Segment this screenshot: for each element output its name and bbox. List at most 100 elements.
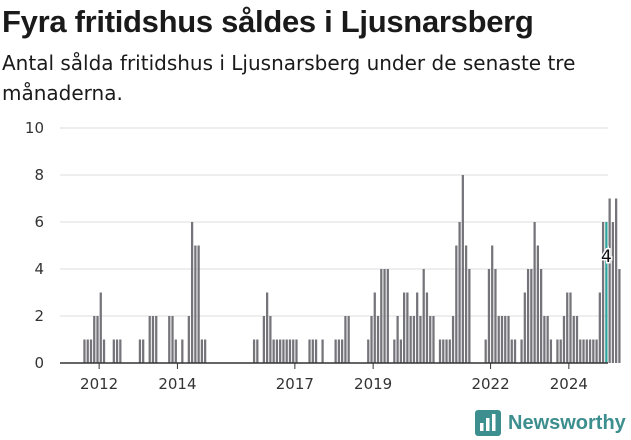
bar	[484, 339, 487, 363]
bar	[112, 339, 115, 363]
bar	[148, 316, 151, 363]
bar	[403, 292, 406, 363]
bar	[618, 269, 621, 363]
bar	[308, 339, 311, 363]
bar	[341, 339, 344, 363]
bar	[608, 198, 611, 363]
bar	[399, 339, 402, 363]
bar	[445, 339, 448, 363]
bar-chart: 0 2 4 6 8 10 2012 2014 2017 2019 2022 2024 4	[25, 119, 621, 393]
bar	[494, 269, 497, 363]
bar	[279, 339, 282, 363]
bar	[292, 339, 295, 363]
bar	[536, 245, 539, 363]
bar	[556, 339, 559, 363]
bar	[409, 316, 412, 363]
bar	[93, 316, 96, 363]
bar	[96, 316, 99, 363]
bar	[491, 245, 494, 363]
newsworthy-brand[interactable]: Newsworthy	[475, 406, 626, 440]
bar	[513, 339, 517, 363]
bar	[451, 316, 455, 363]
bar	[432, 316, 435, 363]
bar	[438, 339, 442, 363]
bar	[204, 339, 207, 363]
bar	[99, 292, 102, 363]
bar	[559, 339, 562, 363]
chart-subtitle: Antal sålda fritidshus i Ljusnarsberg un…	[2, 51, 576, 105]
bar	[487, 269, 491, 363]
bar	[269, 316, 272, 363]
bar	[168, 316, 171, 363]
y-tick-label: 8	[34, 166, 44, 184]
bar	[288, 339, 292, 363]
bar	[119, 339, 122, 363]
x-tick-label: 2012	[80, 375, 118, 393]
bar	[344, 316, 347, 363]
bar	[386, 269, 389, 363]
bar	[115, 339, 119, 363]
bar	[575, 316, 579, 363]
x-axis-ticks: 2012 2014 2017 2019 2022 2024	[80, 363, 588, 393]
bar	[285, 339, 288, 363]
bar	[295, 339, 298, 363]
bar	[598, 292, 601, 363]
bar	[601, 222, 605, 363]
bar	[138, 339, 142, 363]
bar	[376, 316, 380, 363]
bar	[262, 316, 265, 363]
y-tick-label: 4	[34, 260, 44, 278]
bar	[190, 222, 194, 363]
bar	[314, 339, 318, 363]
newsworthy-logo-icon	[475, 410, 501, 436]
bar	[429, 316, 432, 363]
bar	[142, 339, 145, 363]
bar	[530, 269, 533, 363]
bar	[455, 245, 458, 363]
y-axis-ticks: 0 2 4 6 8 10	[25, 119, 44, 372]
bar	[585, 339, 588, 363]
bar	[419, 316, 422, 363]
bar	[194, 245, 197, 363]
bar	[458, 222, 461, 363]
bar	[546, 316, 549, 363]
x-tick-label: 2019	[354, 375, 392, 393]
bar	[334, 339, 337, 363]
bar	[282, 339, 285, 363]
bar	[579, 339, 582, 363]
bar	[102, 339, 106, 363]
bar	[468, 269, 471, 363]
bar-series	[60, 175, 621, 364]
bar	[197, 245, 200, 363]
bar	[171, 316, 174, 363]
bar	[396, 316, 399, 363]
bar	[155, 316, 158, 363]
bar	[588, 339, 592, 363]
bar	[510, 339, 513, 363]
bar	[592, 339, 595, 363]
bar	[370, 316, 373, 363]
bar	[380, 269, 383, 363]
bar	[582, 339, 585, 363]
bar	[383, 269, 386, 363]
bar	[422, 269, 425, 363]
bar	[543, 316, 546, 363]
bar	[562, 316, 566, 363]
bar	[520, 339, 523, 363]
x-tick-label: 2017	[276, 375, 314, 393]
x-tick-label: 2024	[550, 375, 588, 393]
x-tick-label: 2014	[158, 375, 196, 393]
bar	[266, 292, 269, 363]
bar	[187, 316, 190, 363]
bar	[174, 339, 177, 363]
annotations: 4	[599, 246, 613, 269]
bar	[611, 222, 615, 363]
bar	[442, 339, 445, 363]
y-tick-label: 0	[34, 354, 44, 372]
bar	[549, 339, 553, 363]
highlight-value-label: 4	[601, 247, 612, 267]
bar	[83, 339, 86, 363]
bar	[272, 339, 275, 363]
bar	[540, 269, 543, 363]
bar	[393, 339, 396, 363]
